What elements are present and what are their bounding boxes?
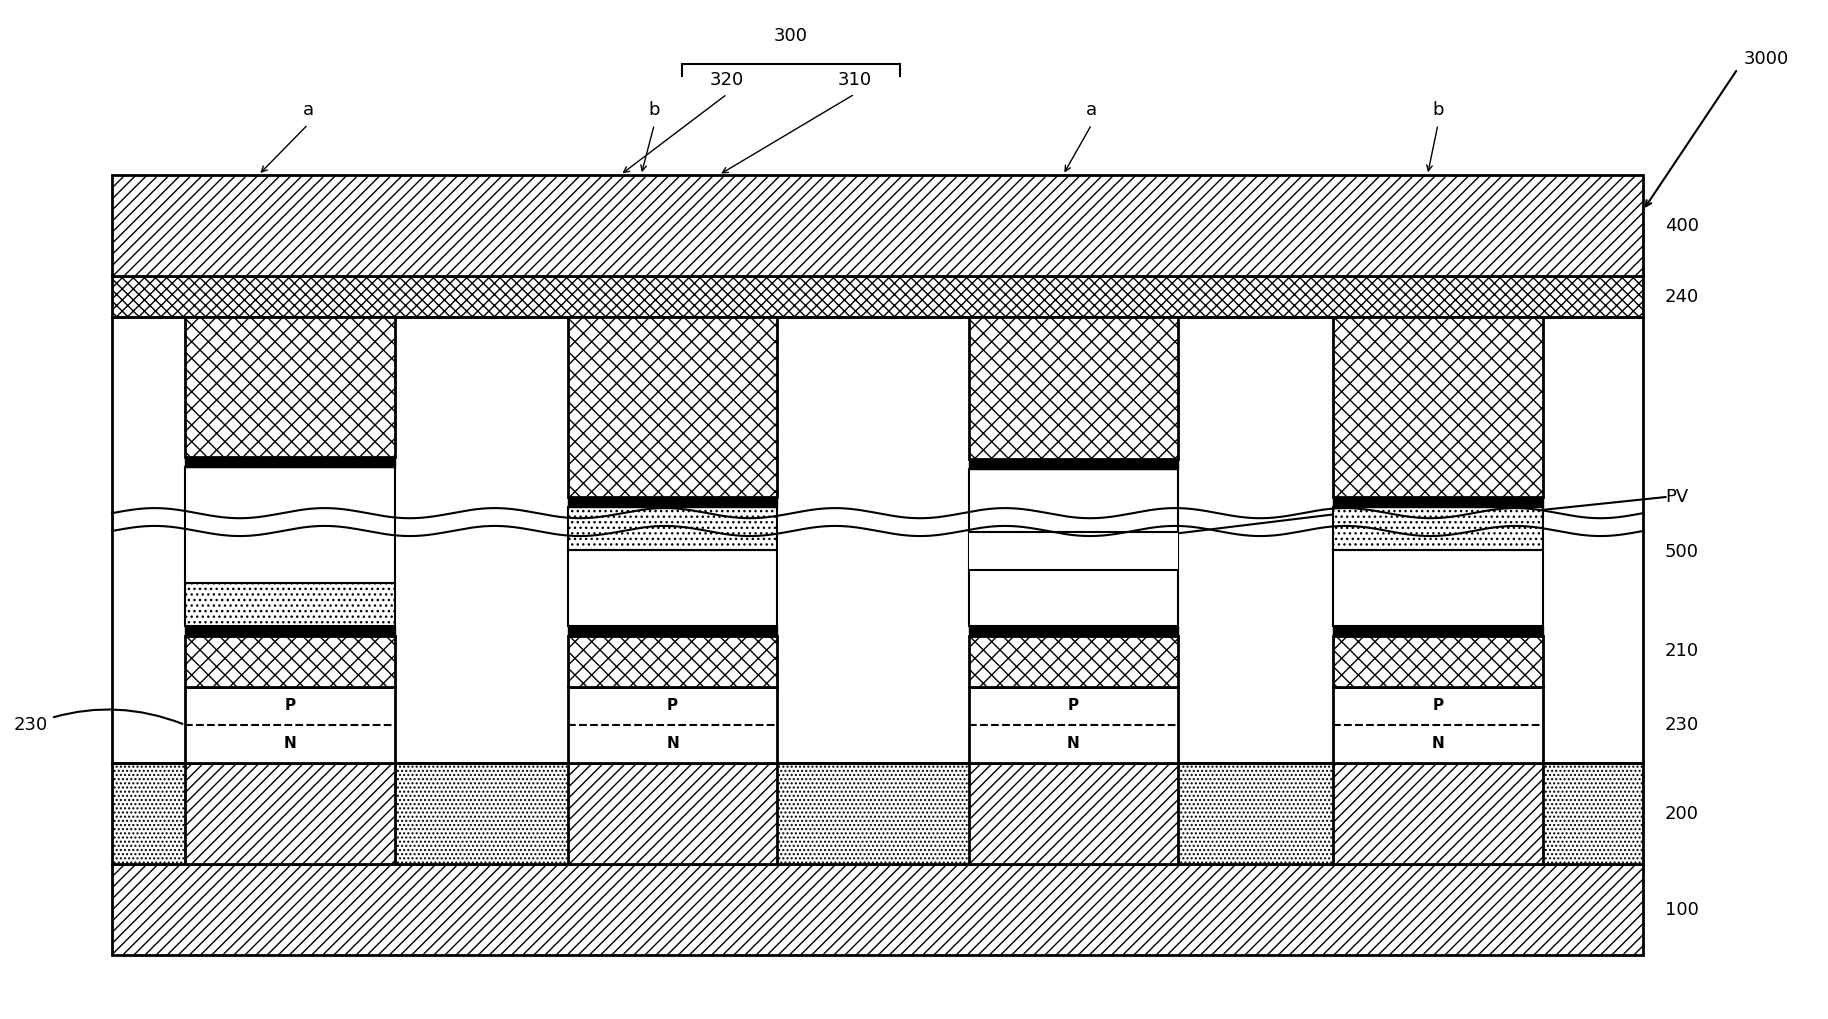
Bar	[569, 763, 777, 864]
Bar	[969, 459, 1179, 469]
Text: 400: 400	[1665, 217, 1698, 234]
Bar	[112, 864, 1643, 956]
Bar	[969, 636, 1179, 687]
Bar	[112, 317, 1643, 763]
Bar	[569, 497, 777, 507]
Text: PV: PV	[1665, 488, 1687, 505]
Text: a: a	[1086, 101, 1097, 119]
Bar	[1333, 763, 1543, 864]
Bar	[112, 763, 1643, 864]
Text: 500: 500	[1665, 543, 1698, 561]
Bar	[112, 175, 1643, 276]
Bar	[969, 317, 1179, 459]
Bar	[569, 507, 777, 550]
Bar	[569, 626, 777, 636]
Bar	[969, 687, 1179, 763]
Text: N: N	[283, 737, 296, 751]
Bar	[185, 763, 395, 864]
Bar	[969, 469, 1179, 626]
Text: N: N	[665, 737, 678, 751]
Text: P: P	[1433, 698, 1444, 713]
Text: L: L	[1121, 501, 1371, 543]
Bar	[185, 636, 395, 687]
Bar	[185, 457, 395, 467]
Bar	[569, 687, 777, 763]
Text: 240: 240	[1665, 287, 1698, 306]
Bar	[569, 636, 777, 687]
Text: 200: 200	[1665, 805, 1698, 822]
Bar	[1333, 507, 1543, 550]
Bar	[1333, 626, 1543, 636]
Text: 230: 230	[15, 709, 183, 734]
Text: P: P	[283, 698, 296, 713]
Bar	[185, 467, 395, 584]
Text: P: P	[667, 698, 678, 713]
Text: 320: 320	[709, 71, 744, 89]
Bar	[185, 687, 395, 763]
Bar	[569, 550, 777, 626]
Bar	[185, 317, 395, 457]
Bar	[112, 276, 1643, 317]
Text: 3000: 3000	[1744, 50, 1788, 67]
Text: 100: 100	[1665, 901, 1698, 919]
Text: 300: 300	[773, 28, 808, 45]
Text: 310: 310	[837, 71, 872, 89]
Bar	[1333, 497, 1543, 507]
Bar	[1333, 317, 1543, 497]
Text: a: a	[302, 101, 314, 119]
Bar	[969, 763, 1179, 864]
Text: P: P	[1068, 698, 1079, 713]
Bar	[1333, 636, 1543, 687]
Bar	[1333, 550, 1543, 626]
Text: 210: 210	[1665, 642, 1698, 660]
Text: 230: 230	[1665, 716, 1698, 734]
Bar	[1333, 687, 1543, 763]
Text: N: N	[1068, 737, 1080, 751]
Bar	[969, 626, 1179, 636]
Bar	[185, 626, 395, 636]
Text: N: N	[1431, 737, 1444, 751]
Bar	[185, 584, 395, 626]
Text: b: b	[1431, 101, 1444, 119]
Bar	[969, 532, 1179, 571]
Bar	[569, 317, 777, 497]
Text: b: b	[649, 101, 660, 119]
